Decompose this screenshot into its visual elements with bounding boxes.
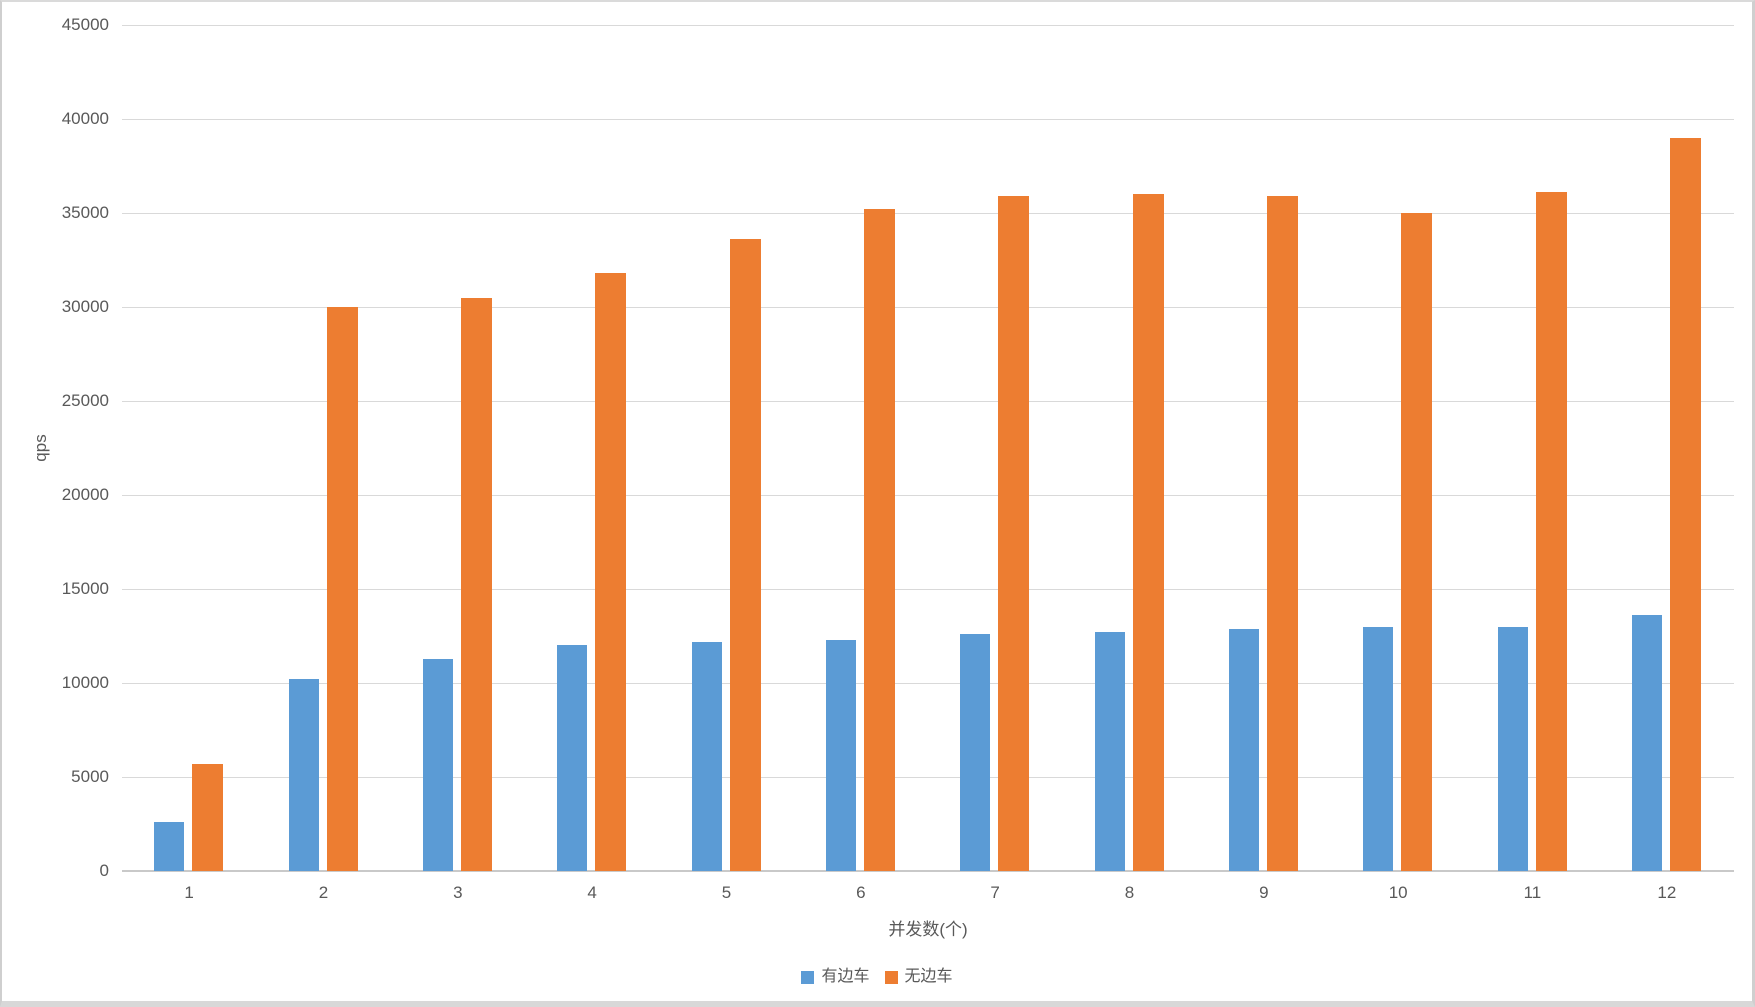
y-tick-label: 35000 (61, 203, 109, 222)
legend-item-without-sidecar: 无边车 (884, 968, 953, 986)
y-tick-label: 10000 (61, 673, 109, 692)
y-tick-label: 45000 (61, 15, 109, 34)
gridline (122, 683, 1734, 684)
gridline (122, 495, 1734, 496)
x-tick-label: 8 (1124, 883, 1135, 902)
bar-with-sidecar-10 (1363, 626, 1394, 871)
y-tick-label: 25000 (61, 391, 109, 410)
bar-without-sidecar-3 (460, 297, 492, 871)
gridline (122, 777, 1734, 778)
legend-item-with-sidecar: 有边车 (801, 968, 870, 986)
y-tick-label: 40000 (61, 109, 109, 128)
bar-with-sidecar-9 (1228, 628, 1259, 871)
gridline (122, 401, 1734, 402)
bar-with-sidecar-1 (154, 822, 185, 871)
legend-swatch-with-sidecar (801, 970, 815, 984)
y-tick-label: 5000 (71, 767, 109, 786)
bar-with-sidecar-5 (691, 641, 722, 871)
legend-swatch-without-sidecar (884, 970, 898, 984)
bar-without-sidecar-11 (1535, 192, 1567, 871)
bar-without-sidecar-10 (1401, 213, 1433, 871)
bar-without-sidecar-1 (192, 763, 224, 871)
bar-without-sidecar-12 (1669, 137, 1701, 871)
bar-without-sidecar-9 (1266, 196, 1298, 871)
bar-without-sidecar-7 (998, 196, 1030, 871)
bar-with-sidecar-3 (422, 658, 453, 871)
legend-label: 无边车 (904, 968, 953, 985)
x-tick-label: 3 (453, 883, 463, 902)
legend: 有边车 无边车 (2, 968, 1752, 986)
y-tick-label: 30000 (61, 297, 109, 316)
y-tick-label: 20000 (61, 485, 109, 504)
x-tick-label: 10 (1388, 883, 1408, 902)
bar-with-sidecar-11 (1497, 626, 1528, 871)
x-tick-label: 5 (721, 883, 732, 902)
bar-without-sidecar-6 (863, 209, 895, 871)
gridline (122, 589, 1734, 590)
y-tick-label: 15000 (61, 579, 109, 598)
x-axis-title: 并发数(个) (888, 920, 968, 939)
bar-with-sidecar-6 (825, 639, 856, 871)
y-axis-title: qps (31, 434, 50, 462)
x-axis-baseline (122, 870, 1734, 872)
bar-without-sidecar-8 (1132, 194, 1164, 871)
x-tick-label: 1 (184, 883, 194, 902)
bar-with-sidecar-12 (1631, 615, 1662, 871)
bar-with-sidecar-4 (557, 645, 588, 871)
gridline (122, 119, 1734, 120)
x-tick-label: 11 (1523, 883, 1542, 902)
bar-with-sidecar-8 (1094, 632, 1125, 871)
gridline (122, 213, 1734, 214)
bar-with-sidecar-2 (288, 679, 319, 871)
bar-with-sidecar-7 (960, 634, 991, 871)
bar-without-sidecar-4 (595, 273, 627, 871)
x-tick-label: 12 (1657, 883, 1677, 902)
x-tick-label: 2 (318, 883, 329, 902)
x-tick-label: 7 (990, 883, 1000, 902)
x-tick-label: 6 (856, 883, 866, 902)
x-tick-label: 4 (587, 883, 597, 902)
bar-without-sidecar-2 (326, 307, 358, 871)
bar-without-sidecar-5 (729, 239, 761, 871)
x-tick-label: 9 (1259, 883, 1269, 902)
gridline (122, 307, 1734, 308)
legend-label: 有边车 (821, 968, 870, 985)
y-tick-label: 0 (99, 861, 109, 880)
gridline (122, 25, 1734, 26)
